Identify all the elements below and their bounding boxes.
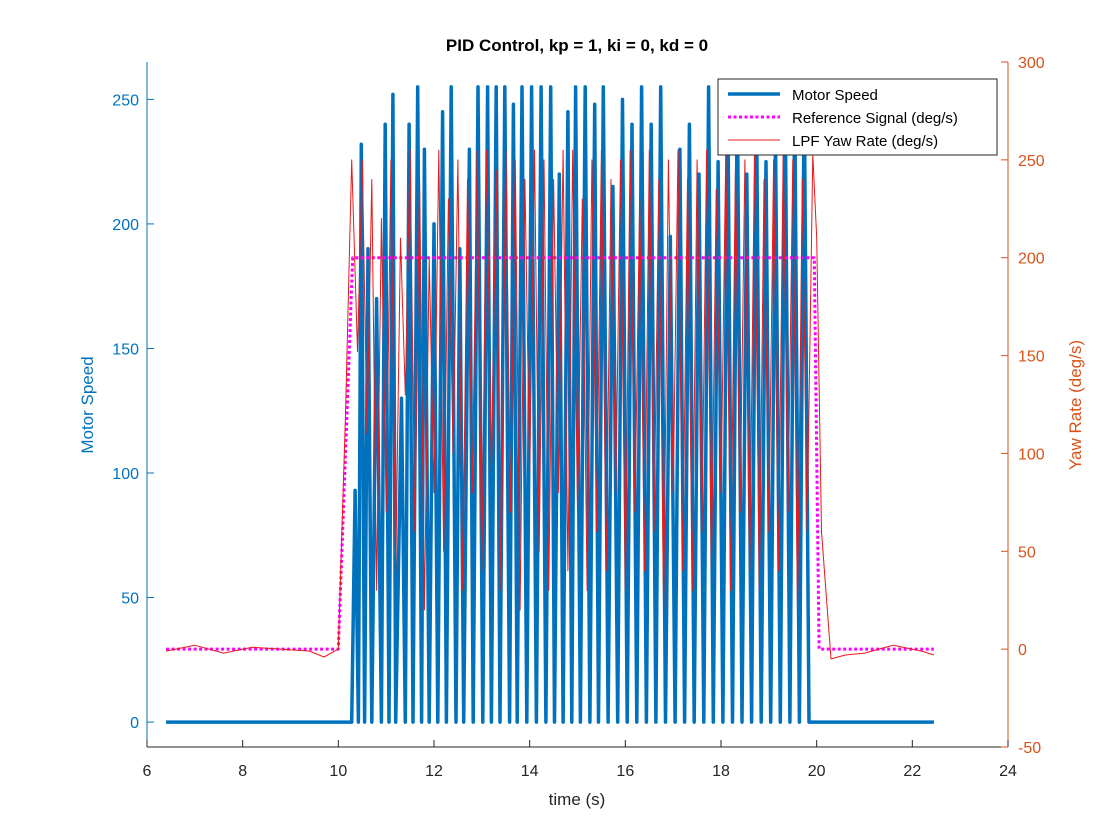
- series-layer: [165, 85, 935, 724]
- left-y-tick-label: 150: [112, 341, 139, 358]
- x-tick-label: 16: [616, 763, 634, 780]
- legend-box: [717, 78, 998, 156]
- right-y-tick-label: 300: [1018, 55, 1045, 72]
- x-tick-label: 10: [329, 763, 347, 780]
- legend-label-motor-speed: Motor Speed: [792, 87, 878, 104]
- x-tick-label: 14: [521, 763, 539, 780]
- x-tick-label: 24: [999, 763, 1017, 780]
- left-y-tick-label: 200: [112, 217, 139, 234]
- x-tick-label: 18: [712, 763, 730, 780]
- right-y-tick-label: 200: [1018, 251, 1045, 268]
- x-axis-label: time (s): [549, 790, 606, 809]
- axes-layer: [146, 62, 1009, 748]
- series-line-lpf-yaw-rate-deg-s: [165, 149, 935, 660]
- legend-label-lpf-yaw-rate: LPF Yaw Rate (deg/s): [792, 133, 938, 150]
- right-y-tick-label: 250: [1018, 153, 1045, 170]
- ticks-layer: 6 8 10 12 14 16 18 20 22 24 0 50 100 150 200 250 -50 0 50 1…: [112, 55, 1045, 780]
- x-tick-label: 20: [808, 763, 826, 780]
- right-y-tick-label: -50: [1018, 740, 1041, 757]
- x-tick-label: 6: [143, 763, 152, 780]
- chart-title: PID Control, kp = 1, ki = 0, kd = 0: [446, 36, 708, 55]
- right-y-tick-label: 50: [1018, 544, 1036, 561]
- right-y-axis-label: Yaw Rate (deg/s): [1066, 340, 1085, 470]
- right-y-tick-label: 150: [1018, 349, 1045, 366]
- left-y-axis-label: Motor Speed: [78, 356, 97, 453]
- chart-legend: Motor Speed Reference Signal (deg/s) LPF…: [717, 78, 998, 156]
- legend-label-reference-signal: Reference Signal (deg/s): [792, 110, 958, 127]
- left-y-tick-label: 250: [112, 92, 139, 109]
- left-y-tick-label: 100: [112, 466, 139, 483]
- x-tick-label: 22: [903, 763, 921, 780]
- x-tick-label: 12: [425, 763, 443, 780]
- left-y-tick-label: 0: [130, 715, 139, 732]
- left-y-tick-label: 50: [121, 591, 139, 608]
- right-y-tick-label: 100: [1018, 446, 1045, 463]
- x-tick-label: 8: [238, 763, 247, 780]
- right-y-tick-label: 0: [1018, 642, 1027, 659]
